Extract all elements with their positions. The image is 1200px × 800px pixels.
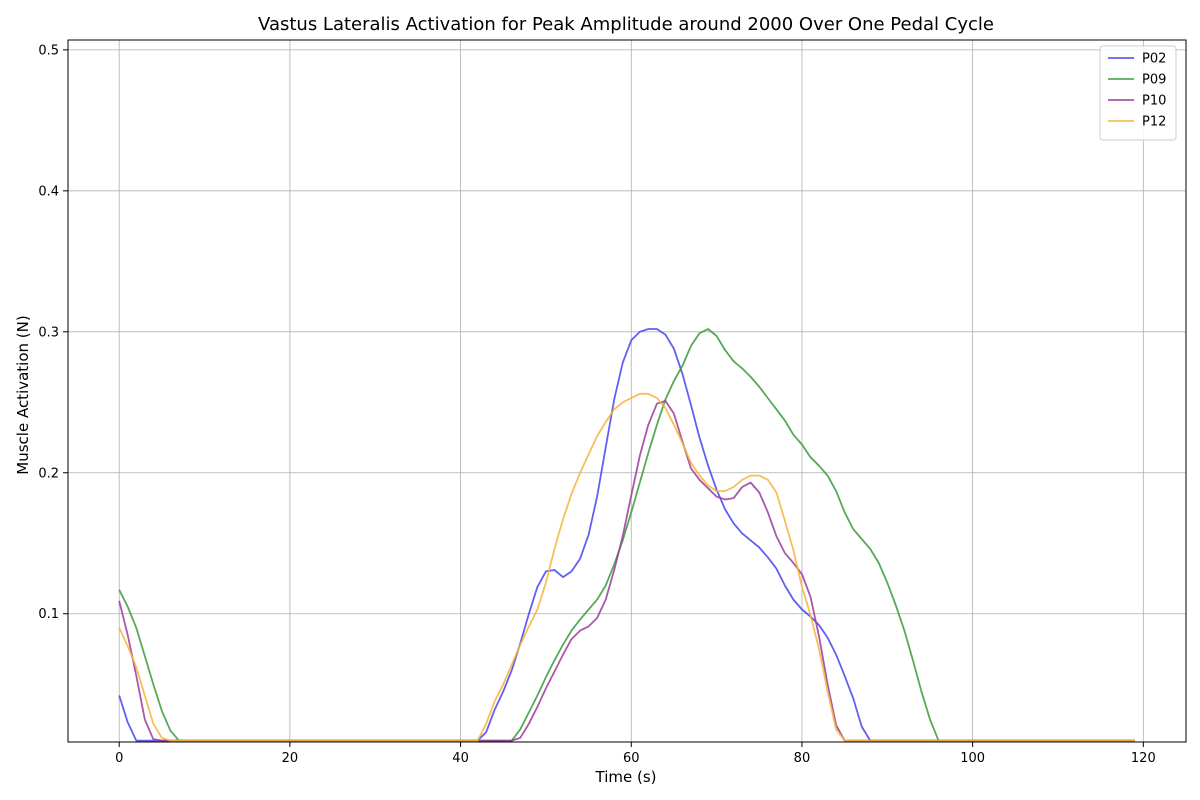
legend-label-p12: P12 — [1142, 115, 1166, 130]
x-tick-label: 60 — [623, 751, 640, 766]
y-tick-label: 0.4 — [38, 184, 59, 199]
legend-label-p09: P09 — [1142, 73, 1166, 88]
x-tick-label: 120 — [1131, 751, 1156, 766]
legend-box — [1099, 45, 1177, 141]
series-line-p02 — [118, 328, 1135, 742]
x-tick-label: 0 — [115, 751, 123, 766]
legend-label-p10: P10 — [1142, 94, 1166, 109]
series-line-p10 — [118, 400, 1135, 742]
y-tick-label: 0.1 — [38, 607, 59, 622]
x-axis-title: Time (s) — [595, 768, 657, 786]
legend: P02 P09 P10 P12 — [1099, 45, 1177, 141]
grid — [68, 40, 1186, 742]
y-axis-title: Muscle Activation (N) — [14, 315, 32, 474]
series-line-p09 — [118, 328, 1135, 742]
y-tick-label: 0.5 — [38, 43, 59, 58]
x-tick-label: 40 — [452, 751, 469, 766]
plot-frame — [67, 39, 1187, 743]
y-tick-label: 0.3 — [38, 325, 59, 340]
series-line-p12 — [118, 392, 1135, 742]
legend-label-p02: P02 — [1142, 52, 1166, 67]
series-group — [118, 328, 1135, 742]
chart-title: Vastus Lateralis Activation for Peak Amp… — [258, 14, 994, 35]
x-tick-label: 20 — [282, 751, 299, 766]
ticks: 0 20 40 60 80 100 120 0.1 0.2 0.3 0.4 0.5 — [38, 43, 1155, 766]
y-tick-label: 0.2 — [38, 466, 59, 481]
x-tick-label: 80 — [794, 751, 811, 766]
x-tick-label: 100 — [960, 751, 985, 766]
